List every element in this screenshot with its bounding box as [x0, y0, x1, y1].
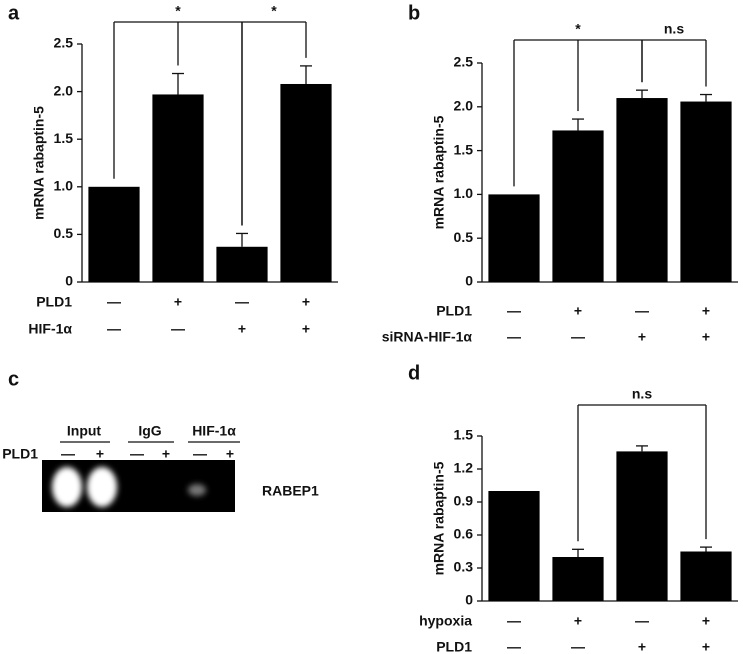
- condition-value: +: [702, 329, 710, 345]
- y-tick-label: 1.5: [454, 427, 474, 443]
- bar: [216, 246, 268, 282]
- significance: *: [575, 21, 581, 37]
- bar: [280, 83, 332, 282]
- significance: n.s: [664, 21, 684, 37]
- significance: *: [175, 3, 181, 19]
- row-value: +: [226, 446, 234, 462]
- y-axis-label: mRNA rabaptin-5: [31, 106, 47, 220]
- y-tick-label: 1.2: [454, 460, 474, 476]
- bar: [552, 130, 604, 282]
- panel-label: c: [8, 368, 19, 390]
- panel-label: b: [408, 2, 420, 24]
- condition-value: +: [638, 329, 646, 345]
- condition-label: PLD1: [436, 639, 472, 654]
- panel-label: a: [8, 2, 20, 24]
- bar: [488, 194, 540, 282]
- y-tick-label: 2.0: [454, 98, 474, 114]
- row-value: —: [193, 446, 207, 462]
- condition-value: —: [507, 639, 521, 654]
- condition-value: +: [302, 294, 310, 310]
- row-value: +: [96, 446, 104, 462]
- y-tick-label: 0.5: [454, 229, 474, 245]
- condition-value: —: [171, 321, 185, 337]
- condition-label: PLD1: [436, 303, 472, 319]
- bar: [616, 451, 668, 601]
- y-tick-label: 1.0: [454, 185, 474, 201]
- y-axis-label: mRNA rabaptin-5: [431, 461, 447, 575]
- condition-label: PLD1: [36, 294, 72, 310]
- y-tick-label: 0.6: [454, 526, 474, 542]
- condition-value: +: [238, 321, 246, 337]
- y-tick-label: 0.5: [54, 225, 74, 241]
- bar: [488, 491, 540, 601]
- condition-value: +: [702, 639, 710, 654]
- row-value: +: [162, 446, 170, 462]
- condition-label: siRNA-HIF-1α: [382, 329, 473, 345]
- gel-band: [52, 467, 82, 507]
- lane-label: HIF-1α: [192, 423, 236, 439]
- condition-label: HIF-1α: [28, 321, 72, 337]
- y-tick-label: 0: [65, 273, 73, 289]
- bar: [152, 94, 204, 283]
- condition-value: —: [507, 613, 521, 629]
- condition-value: —: [107, 294, 121, 310]
- condition-value: +: [174, 294, 182, 310]
- condition-value: —: [571, 329, 585, 345]
- condition-value: +: [702, 303, 710, 319]
- condition-value: —: [507, 303, 521, 319]
- y-axis-label: mRNA rabaptin-5: [431, 115, 447, 229]
- band-label: RABEP1: [262, 483, 319, 499]
- condition-value: —: [235, 294, 249, 310]
- row-label: PLD1: [2, 446, 38, 462]
- lane-label: IgG: [138, 423, 161, 439]
- condition-value: +: [574, 613, 582, 629]
- bar: [552, 557, 604, 601]
- y-tick-label: 1.5: [54, 130, 74, 146]
- condition-value: —: [507, 329, 521, 345]
- condition-value: —: [107, 321, 121, 337]
- condition-value: +: [574, 303, 582, 319]
- y-tick-label: 1.5: [454, 141, 474, 157]
- gel-panel: c Input IgG HIF-1α PLD1 — + — + — + RABE…: [2, 368, 319, 512]
- condition-value: +: [302, 321, 310, 337]
- bar: [616, 98, 668, 282]
- bar: [680, 101, 732, 282]
- row-value: —: [130, 446, 144, 462]
- y-tick-label: 2.5: [454, 54, 474, 70]
- y-tick-label: 0.9: [454, 493, 474, 509]
- y-tick-label: 1.0: [54, 178, 74, 194]
- significance: *: [271, 3, 277, 19]
- condition-value: —: [571, 639, 585, 654]
- condition-value: —: [635, 613, 649, 629]
- row-value: —: [61, 446, 75, 462]
- significance: n.s: [632, 386, 652, 402]
- y-tick-label: 0.3: [454, 559, 474, 575]
- panel-label: d: [408, 362, 420, 384]
- y-tick-label: 2.0: [54, 82, 74, 98]
- condition-value: +: [638, 639, 646, 654]
- y-tick-label: 0: [465, 273, 473, 289]
- y-tick-label: 2.5: [54, 35, 74, 51]
- bar: [680, 551, 732, 601]
- gel-band: [87, 467, 117, 507]
- y-tick-label: 0: [465, 592, 473, 608]
- condition-label: hypoxia: [419, 613, 472, 629]
- bar: [88, 186, 140, 282]
- gel-band: [188, 484, 206, 496]
- condition-value: +: [702, 613, 710, 629]
- condition-value: —: [635, 303, 649, 319]
- lane-label: Input: [67, 423, 102, 439]
